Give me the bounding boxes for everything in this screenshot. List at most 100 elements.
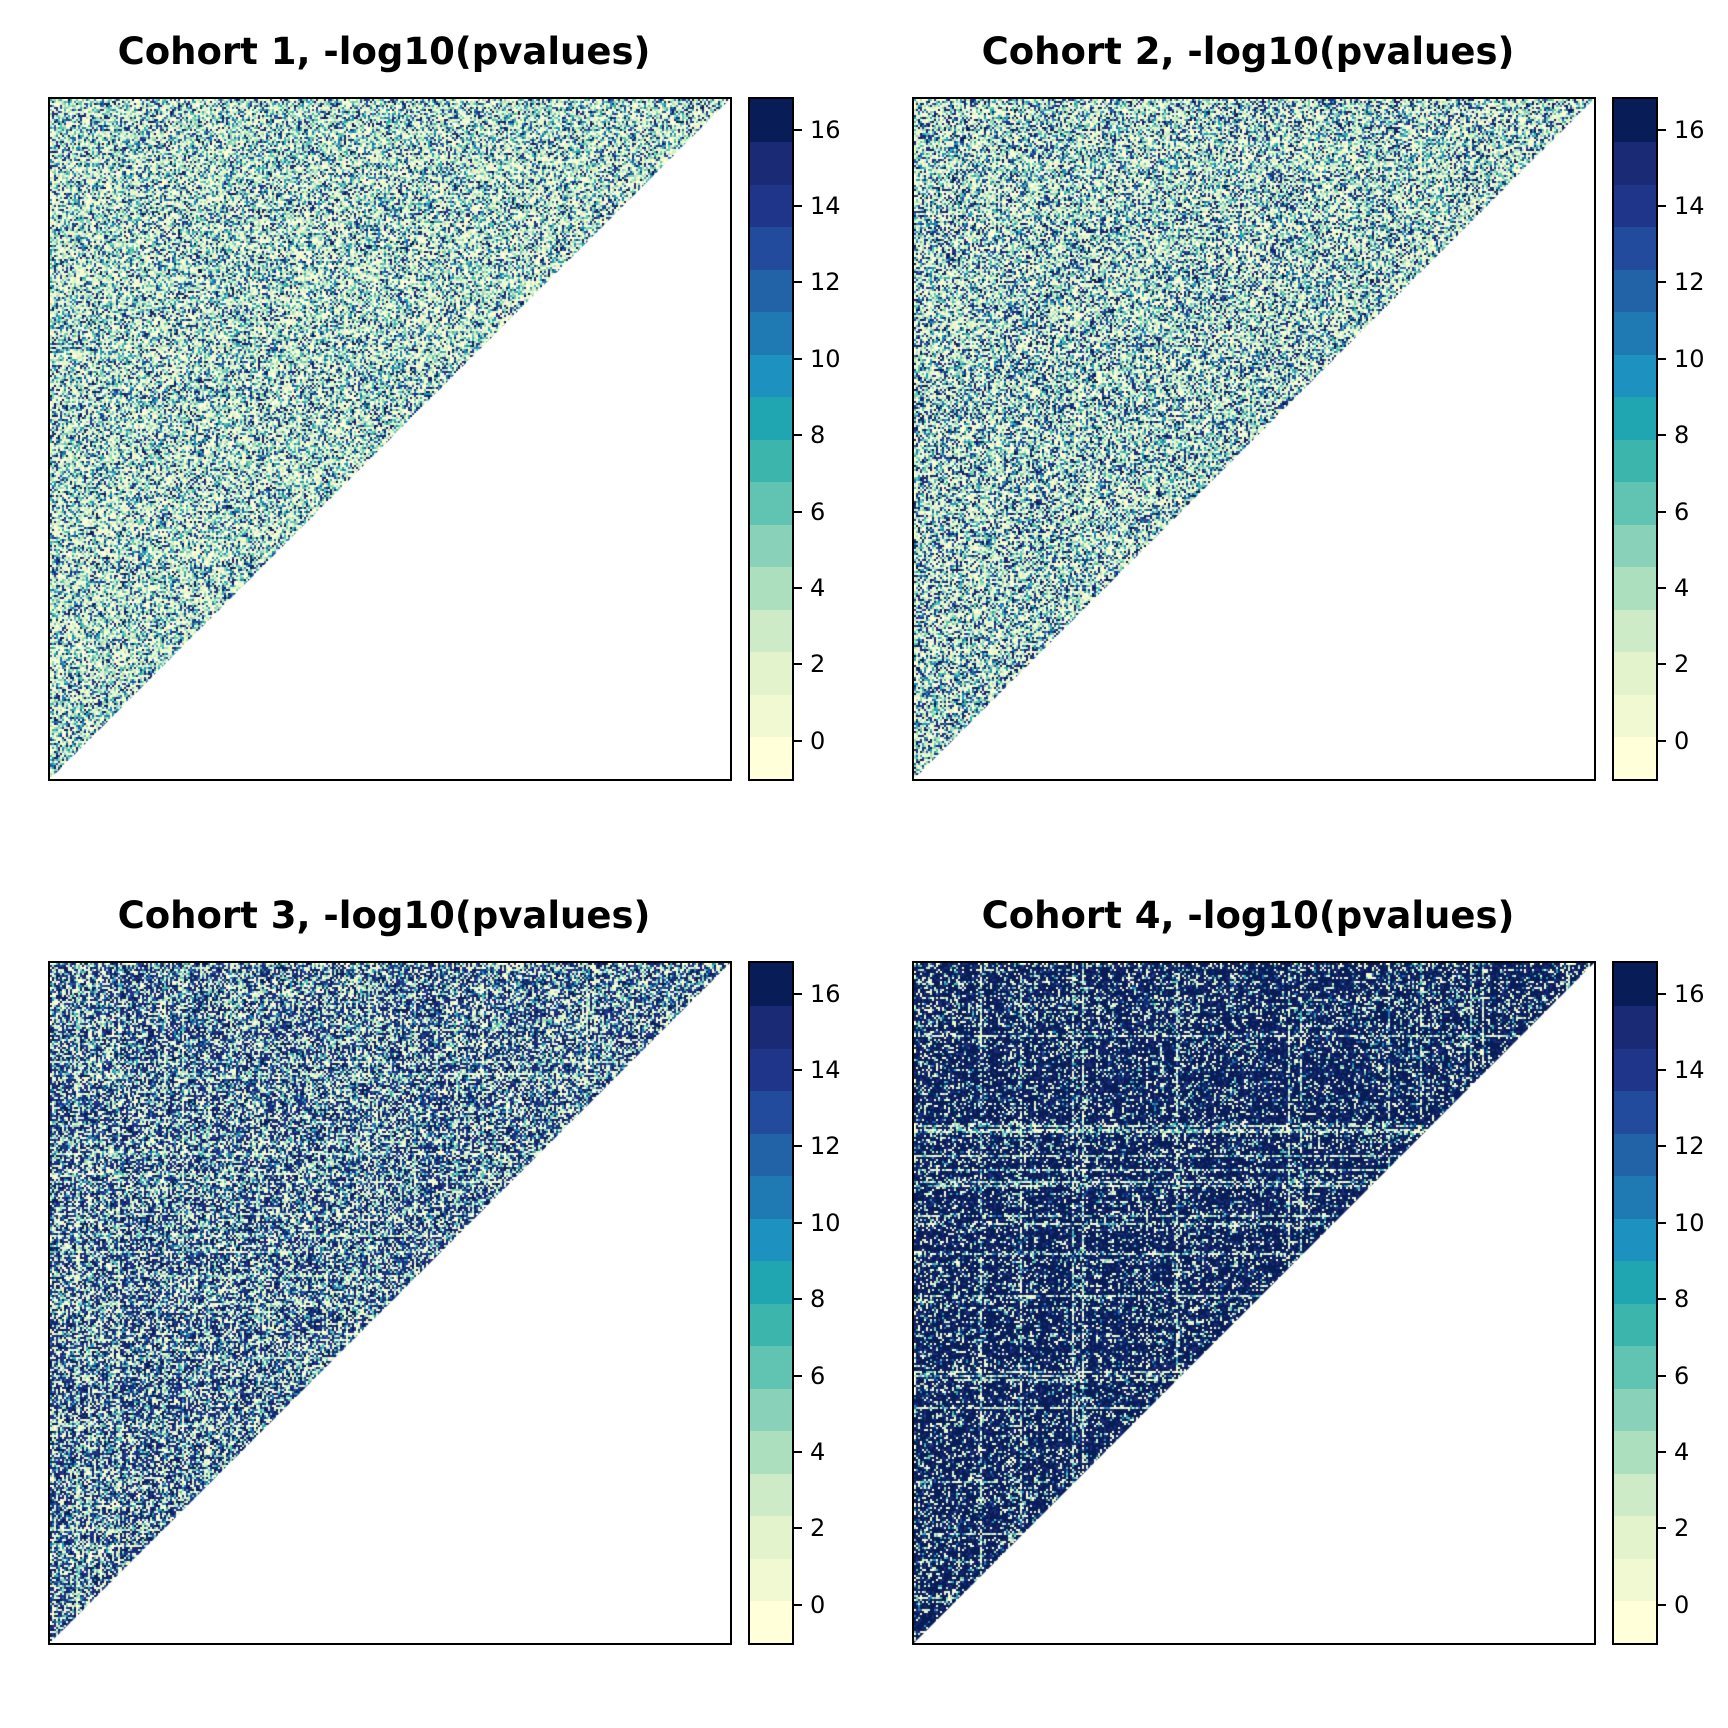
colorbar-tick-label: 14 (1674, 191, 1705, 220)
colorbar-tick-label: 16 (810, 979, 841, 1008)
colorbar-tick (1658, 1603, 1666, 1606)
colorbar-band (1614, 311, 1656, 355)
colorbar-tick (1658, 357, 1666, 360)
panel-title: Cohort 1, -log10(pvalues) (117, 30, 651, 73)
colorbar-tick (1658, 1450, 1666, 1453)
colorbar-tick (794, 281, 802, 284)
colorbar-tick (1658, 1068, 1666, 1071)
heatmap-plot-area (912, 97, 1596, 781)
colorbar-band (1614, 1133, 1656, 1176)
colorbar-tick-label: 2 (810, 1514, 826, 1543)
colorbar (748, 961, 794, 1645)
colorbar-band (750, 609, 792, 652)
colorbar (1612, 961, 1658, 1645)
colorbar-band (1614, 609, 1656, 652)
colorbar-tick (794, 434, 802, 437)
panel-title: Cohort 3, -log10(pvalues) (117, 894, 651, 937)
colorbar-band (750, 439, 792, 482)
heatmap-canvas (50, 99, 730, 779)
colorbar-band (1614, 736, 1656, 779)
colorbar-tick-label: 8 (1674, 1285, 1690, 1314)
colorbar-band (1614, 694, 1656, 737)
colorbar-band (1614, 566, 1656, 610)
colorbar-tick (1658, 281, 1666, 284)
colorbar-tick-label: 16 (1674, 979, 1705, 1008)
heatmap-plot-area (48, 97, 732, 781)
colorbar-tick (1658, 1298, 1666, 1301)
colorbar-band (750, 736, 792, 779)
colorbar-tick-label: 2 (1674, 650, 1690, 679)
heatmap-plot-area (48, 961, 732, 1645)
colorbar-tick (794, 1527, 802, 1530)
panel-cohort-2: Cohort 2, -log10(pvalues) 0 2 4 6 8 10 12 14 16 (864, 0, 1728, 864)
colorbar-band (1614, 524, 1656, 567)
colorbar-band (1614, 1260, 1656, 1304)
colorbar-tick-label: 8 (810, 1285, 826, 1314)
panel-title: Cohort 4, -log10(pvalues) (981, 894, 1515, 937)
colorbar-band (750, 184, 792, 227)
colorbar-tick-label: 0 (810, 1590, 826, 1619)
colorbar-tick-label: 6 (810, 1361, 826, 1390)
panel-cohort-3: Cohort 3, -log10(pvalues) 0 2 4 6 8 10 12 14 16 (0, 864, 864, 1728)
colorbar-tick (794, 128, 802, 131)
colorbar-tick (794, 510, 802, 513)
colorbar-band (750, 1345, 792, 1389)
colorbar-band (1614, 1303, 1656, 1346)
colorbar-tick (794, 586, 802, 589)
colorbar-band (1614, 1345, 1656, 1389)
colorbar-band (1614, 481, 1656, 525)
colorbar-tick-label: 4 (1674, 1437, 1690, 1466)
colorbar-band (750, 1005, 792, 1049)
colorbar (748, 97, 794, 781)
colorbar-band (1614, 1218, 1656, 1261)
colorbar-band (750, 1133, 792, 1176)
colorbar-tick (1658, 1527, 1666, 1530)
colorbar-tick-label: 2 (810, 650, 826, 679)
colorbar-tick (1658, 663, 1666, 666)
colorbar-tick-label: 6 (1674, 1361, 1690, 1390)
colorbar-tick-label: 16 (810, 115, 841, 144)
colorbar-tick (1658, 434, 1666, 437)
colorbar-tick-label: 12 (1674, 268, 1705, 297)
colorbar-band (1614, 1048, 1656, 1091)
colorbar-band (1614, 651, 1656, 695)
colorbar-band (1614, 1090, 1656, 1134)
heatmap-canvas (914, 99, 1594, 779)
colorbar-band (1614, 1175, 1656, 1219)
colorbar-tick-label: 8 (1674, 421, 1690, 450)
colorbar-tick-label: 10 (1674, 1208, 1705, 1237)
colorbar-band (1614, 439, 1656, 482)
colorbar-tick (794, 1374, 802, 1377)
colorbar-tick (1658, 586, 1666, 589)
colorbar-tick-label: 14 (810, 1055, 841, 1084)
colorbar-tick-label: 4 (1674, 573, 1690, 602)
colorbar-tick-label: 10 (810, 1208, 841, 1237)
colorbar-tick (794, 1068, 802, 1071)
colorbar-band (750, 1430, 792, 1474)
colorbar-band (1614, 1558, 1656, 1601)
colorbar-band (750, 1090, 792, 1134)
colorbar-band (750, 269, 792, 312)
colorbar-tick (1658, 992, 1666, 995)
colorbar-tick-label: 8 (810, 421, 826, 450)
colorbar-tick-label: 0 (1674, 726, 1690, 755)
colorbar-tick (794, 1298, 802, 1301)
colorbar-tick-label: 6 (1674, 497, 1690, 526)
colorbar-band (750, 524, 792, 567)
colorbar-band (750, 1260, 792, 1304)
colorbar-tick (794, 1221, 802, 1224)
colorbar-band (750, 226, 792, 270)
colorbar-tick (794, 1145, 802, 1148)
colorbar-band (750, 566, 792, 610)
colorbar (1612, 97, 1658, 781)
colorbar-tick (794, 739, 802, 742)
colorbar-tick (1658, 1221, 1666, 1224)
colorbar-tick-label: 4 (810, 573, 826, 602)
colorbar-band (1614, 184, 1656, 227)
colorbar-band (750, 481, 792, 525)
colorbar-tick-label: 2 (1674, 1514, 1690, 1543)
colorbar-band (750, 99, 792, 142)
panel-title: Cohort 2, -log10(pvalues) (981, 30, 1515, 73)
colorbar-tick-label: 10 (1674, 344, 1705, 373)
colorbar-tick-label: 4 (810, 1437, 826, 1466)
